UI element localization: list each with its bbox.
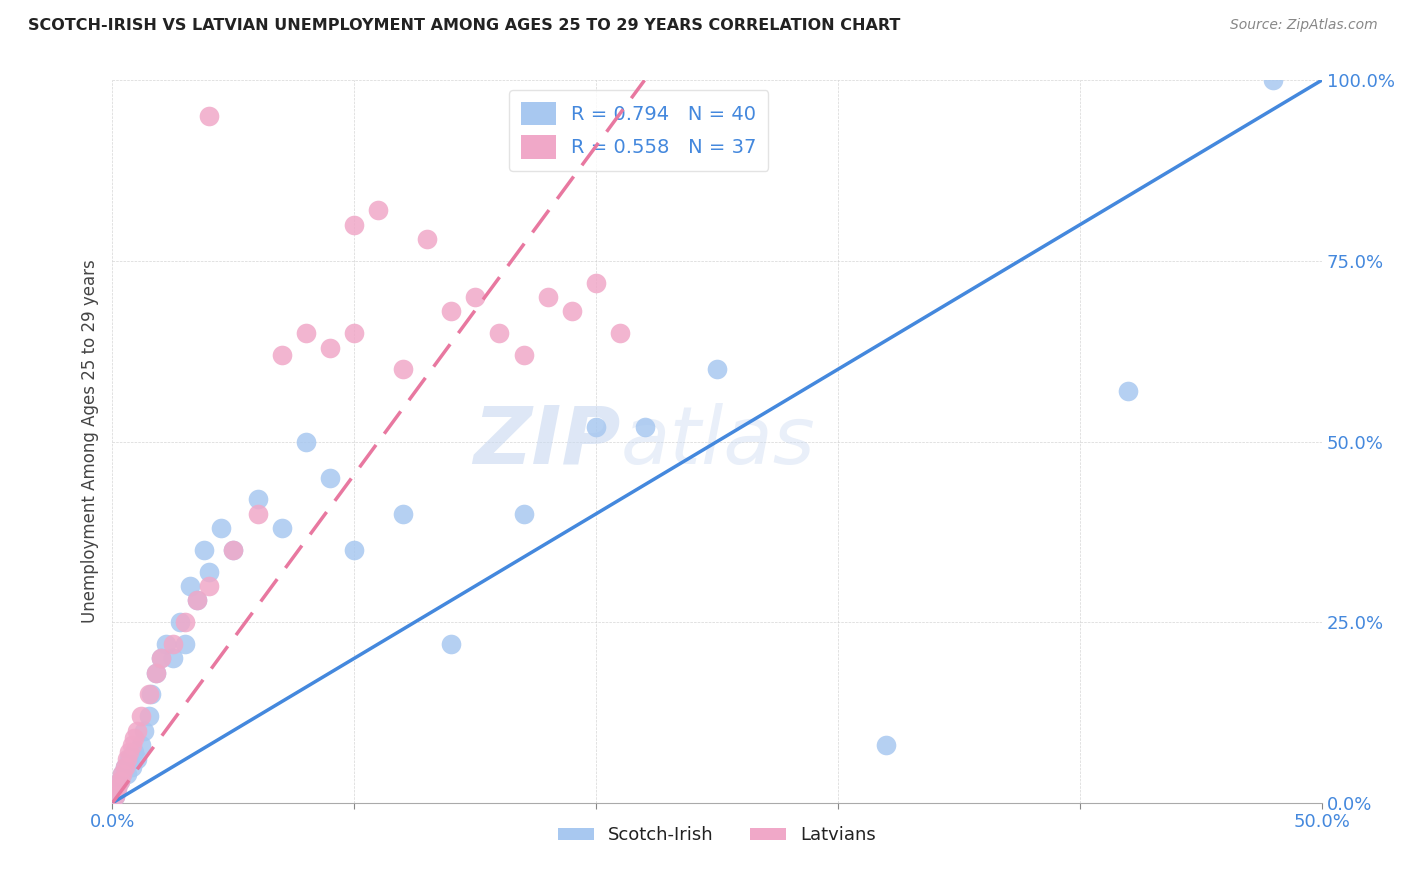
Point <box>174 637 197 651</box>
Point <box>162 637 184 651</box>
Point <box>149 651 172 665</box>
Point <box>115 752 138 766</box>
Point <box>138 687 160 701</box>
Point <box>104 789 127 803</box>
Point <box>186 593 208 607</box>
Point <box>118 745 141 759</box>
Point <box>111 767 134 781</box>
Point <box>512 507 534 521</box>
Point <box>537 290 560 304</box>
Point <box>145 665 167 680</box>
Point <box>186 593 208 607</box>
Point <box>1263 73 1285 87</box>
Point <box>875 738 897 752</box>
Point <box>585 276 607 290</box>
Point <box>440 637 463 651</box>
Point <box>141 687 163 701</box>
Text: SCOTCH-IRISH VS LATVIAN UNEMPLOYMENT AMONG AGES 25 TO 29 YEARS CORRELATION CHART: SCOTCH-IRISH VS LATVIAN UNEMPLOYMENT AMO… <box>28 18 900 33</box>
Point <box>131 709 153 723</box>
Point <box>198 565 221 579</box>
Point <box>125 752 148 766</box>
Point <box>609 326 631 340</box>
Point <box>416 232 439 246</box>
Point <box>118 752 141 766</box>
Point <box>108 774 131 789</box>
Point <box>633 420 655 434</box>
Point <box>174 615 197 630</box>
Point <box>162 651 184 665</box>
Point <box>114 760 136 774</box>
Point <box>104 789 127 803</box>
Point <box>561 304 583 318</box>
Point <box>132 723 155 738</box>
Point <box>512 348 534 362</box>
Point <box>155 637 177 651</box>
Point <box>488 326 510 340</box>
Point <box>270 348 292 362</box>
Point <box>585 420 607 434</box>
Point <box>138 709 160 723</box>
Text: atlas: atlas <box>620 402 815 481</box>
Point <box>121 738 143 752</box>
Text: ZIP: ZIP <box>472 402 620 481</box>
Point <box>198 110 221 124</box>
Point <box>222 542 245 557</box>
Point <box>1116 384 1139 398</box>
Point <box>105 781 128 796</box>
Point <box>105 781 128 796</box>
Point <box>222 542 245 557</box>
Point <box>209 521 232 535</box>
Point <box>343 542 366 557</box>
Point <box>391 507 413 521</box>
Point <box>706 362 728 376</box>
Point <box>108 774 131 789</box>
Point <box>125 723 148 738</box>
Point <box>343 218 366 232</box>
Y-axis label: Unemployment Among Ages 25 to 29 years: Unemployment Among Ages 25 to 29 years <box>80 260 98 624</box>
Point <box>246 492 269 507</box>
Point <box>149 651 172 665</box>
Point <box>193 542 215 557</box>
Point <box>270 521 292 535</box>
Point <box>391 362 413 376</box>
Point <box>122 731 145 745</box>
Point <box>198 579 221 593</box>
Point <box>131 738 153 752</box>
Point <box>246 507 269 521</box>
Point <box>115 767 138 781</box>
Point <box>319 470 342 484</box>
Text: Source: ZipAtlas.com: Source: ZipAtlas.com <box>1230 18 1378 32</box>
Point <box>169 615 191 630</box>
Point <box>114 760 136 774</box>
Point <box>319 341 342 355</box>
Point <box>367 203 389 218</box>
Point <box>145 665 167 680</box>
Point <box>111 767 134 781</box>
Point <box>122 745 145 759</box>
Legend: Scotch-Irish, Latvians: Scotch-Irish, Latvians <box>551 819 883 852</box>
Point <box>440 304 463 318</box>
Point <box>295 326 318 340</box>
Point <box>179 579 201 593</box>
Point <box>295 434 318 449</box>
Point <box>343 326 366 340</box>
Point <box>121 760 143 774</box>
Point <box>464 290 486 304</box>
